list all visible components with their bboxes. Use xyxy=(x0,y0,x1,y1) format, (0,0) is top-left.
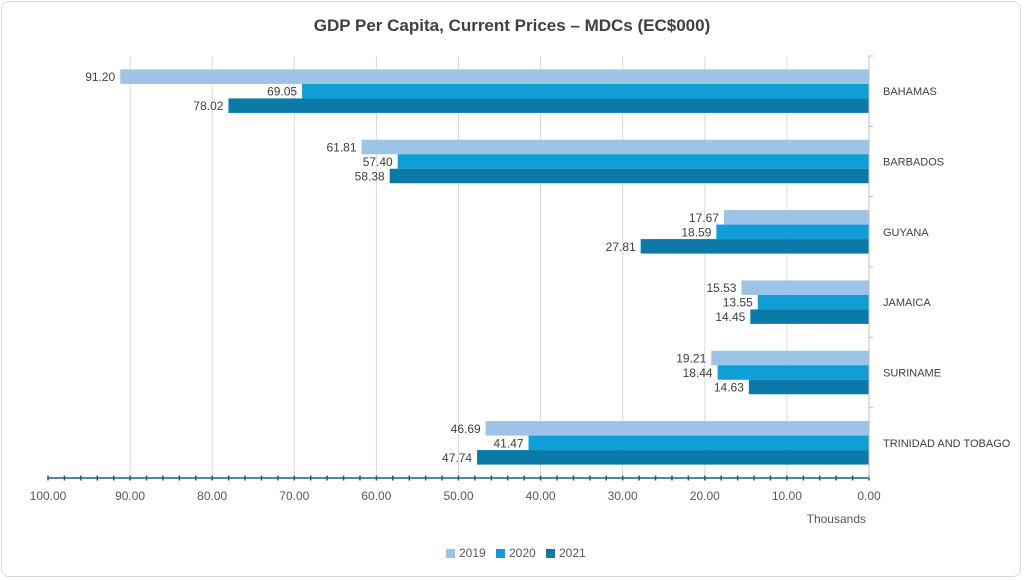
bar xyxy=(397,154,869,169)
data-label: 14.45 xyxy=(715,310,745,324)
chart-title: GDP Per Capita, Current Prices – MDCs (E… xyxy=(314,16,711,35)
bars xyxy=(120,69,870,465)
legend-swatch xyxy=(546,549,555,558)
bar xyxy=(711,350,869,366)
bar xyxy=(716,224,869,240)
data-label: 14.63 xyxy=(714,381,744,395)
bar xyxy=(748,379,869,395)
x-tick-label: 70.00 xyxy=(279,489,309,503)
x-tick-label: 60.00 xyxy=(361,489,391,503)
bar xyxy=(485,421,869,436)
category-label: TRINIDAD AND TOBAGO xyxy=(883,438,1011,450)
bar xyxy=(228,98,869,113)
data-label: 13.55 xyxy=(723,296,753,310)
data-label: 58.38 xyxy=(355,170,385,184)
x-tick-label: 100.00 xyxy=(30,489,67,503)
x-tick-label: 50.00 xyxy=(443,489,473,503)
bar xyxy=(302,83,869,99)
bar xyxy=(528,435,869,451)
category-label: SURINAME xyxy=(883,368,941,380)
x-axis: 100.00 90.00 80.00 70.00 60.00 50.00 40.00 30.0… xyxy=(30,55,881,503)
x-tick-label: 10.00 xyxy=(772,489,802,503)
category-label: BAHAMAS xyxy=(883,86,937,98)
x-axis-label: Thousands xyxy=(807,512,866,526)
bar xyxy=(723,210,869,225)
bar xyxy=(750,309,869,324)
legend-label: 2021 xyxy=(559,546,586,560)
data-label: 78.02 xyxy=(193,99,223,113)
bar xyxy=(389,168,869,184)
gridlines xyxy=(129,56,788,478)
category-label: GUYANA xyxy=(883,227,929,239)
x-tick-label: 20.00 xyxy=(690,489,720,503)
data-label: 91.20 xyxy=(85,70,115,84)
legend-label: 2020 xyxy=(509,546,536,560)
data-label: 19.21 xyxy=(676,352,706,366)
data-label: 17.67 xyxy=(689,211,719,225)
data-label: 57.40 xyxy=(363,155,393,169)
data-label: 18.59 xyxy=(681,225,711,239)
legend-swatch xyxy=(446,549,455,558)
bar xyxy=(361,139,869,155)
bar xyxy=(477,450,869,465)
data-label: 18.44 xyxy=(683,366,713,380)
data-label: 15.53 xyxy=(706,281,736,295)
x-tick-label: 80.00 xyxy=(197,489,227,503)
legend-label: 2019 xyxy=(459,546,486,560)
category-label: BARBADOS xyxy=(883,157,944,169)
x-tick-label: 40.00 xyxy=(526,489,556,503)
data-label: 47.74 xyxy=(442,451,472,465)
x-tick-label: 30.00 xyxy=(608,489,638,503)
data-label: 46.69 xyxy=(451,422,481,436)
bar xyxy=(757,294,869,310)
category-labels: BAHAMAS BARBADOS GUYANA JAMAICA SURINAME TRIN… xyxy=(883,86,1011,450)
data-label: 61.81 xyxy=(327,141,357,155)
bar xyxy=(717,365,869,380)
legend-swatch xyxy=(496,549,505,558)
category-label: JAMAICA xyxy=(883,297,931,309)
x-tick-label: 0.00 xyxy=(857,489,881,503)
x-tick-label: 90.00 xyxy=(115,489,145,503)
bar xyxy=(120,69,870,84)
bar xyxy=(741,280,869,295)
legend: 2019 2020 2021 xyxy=(446,546,586,560)
bar xyxy=(640,239,869,254)
data-label: 27.81 xyxy=(606,240,636,254)
data-label: 41.47 xyxy=(494,436,524,450)
data-label: 69.05 xyxy=(267,85,297,99)
